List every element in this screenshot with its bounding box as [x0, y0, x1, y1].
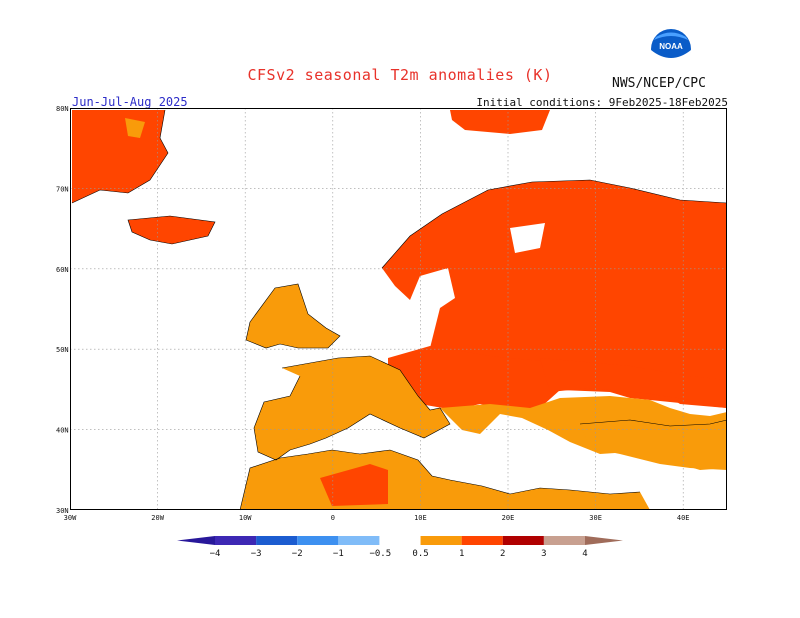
ukraine-south-russia-anomaly-region [540, 358, 727, 408]
colorbar-bin [297, 536, 339, 545]
season-label: Jun-Jul-Aug 2025 [72, 95, 188, 109]
chart-title: CFSv2 seasonal T2m anomalies (K) [247, 66, 553, 84]
noaa-logo: NOAA [650, 28, 692, 72]
coastlines [71, 109, 728, 511]
france-iberia-anomaly-region [254, 356, 450, 460]
colorbar-label: 2 [500, 549, 506, 559]
latitude-tick-label: 30N [56, 507, 69, 515]
turkey-anomaly-region [580, 420, 727, 470]
colorbar-bin [502, 536, 544, 545]
colorbar-label: −2 [291, 549, 303, 559]
anomaly-map: 30N 40N 50N 60N 70N 80N 30W 20W 10W 0 10E 20E 30E 40… [56, 105, 728, 522]
greenland-anomaly-region [72, 110, 168, 203]
latitude-tick-label: 80N [56, 105, 69, 113]
longitude-tick-label: 30W [64, 514, 77, 522]
svalbard-anomaly-region [450, 110, 550, 134]
latitude-tick-label: 40N [56, 427, 69, 435]
colorbar-label: −1 [332, 549, 344, 559]
colorbar-bins [177, 536, 623, 545]
colorbar-bin [379, 536, 421, 545]
initial-conditions-label: Initial conditions: 9Feb2025-18Feb2025 [476, 96, 728, 109]
scandinavia-russia-anomaly-region [382, 180, 727, 408]
britain-anomaly-region [246, 284, 340, 348]
colorbar-label: 1 [458, 549, 465, 559]
longitude-tick-label: 30E [589, 514, 602, 522]
iceland-anomaly-region [128, 216, 215, 244]
map-graticule [70, 108, 727, 510]
longitude-tick-label: 40E [677, 514, 690, 522]
colorbar-bin [420, 536, 462, 545]
colorbar-label: −4 [209, 549, 221, 559]
map-frame [70, 108, 727, 510]
colorbar-label: 4 [582, 549, 588, 559]
colorbar-bin [215, 536, 257, 545]
colorbar-label: −3 [250, 549, 262, 559]
longitude-tick-labels: 30W 20W 10W 0 10E 20E 30E 40E [64, 514, 690, 522]
noaa-logo-text: NOAA [659, 42, 683, 51]
latitude-tick-label: 60N [56, 266, 69, 274]
north-africa-core [320, 464, 388, 506]
longitude-tick-label: 20E [502, 514, 515, 522]
colorbar-bin [543, 536, 585, 545]
colorbar-high-end-arrow [585, 536, 623, 545]
longitude-tick-label: 0 [331, 514, 335, 522]
finland-lake-gap [510, 223, 545, 253]
colorbar-bin [461, 536, 503, 545]
colorbar-label: −0.5 [369, 549, 392, 559]
longitude-tick-label: 10W [239, 514, 252, 522]
greenland-ice-free-patch [125, 118, 145, 138]
colorbar-bin [338, 536, 380, 545]
colorbar-low-end-arrow [177, 536, 215, 545]
longitude-tick-label: 10E [414, 514, 427, 522]
latitude-tick-labels: 30N 40N 50N 60N 70N 80N [56, 105, 69, 515]
latitude-tick-label: 70N [56, 185, 69, 193]
colorbar-label: 0.5 [412, 549, 429, 559]
longitude-tick-label: 20W [151, 514, 164, 522]
organization-label: NWS/NCEP/CPC [612, 76, 706, 91]
colorbar-label: 3 [541, 549, 547, 559]
latitude-tick-label: 50N [56, 346, 69, 354]
anomaly-shading [72, 110, 727, 510]
colorbar-bin [256, 536, 298, 545]
